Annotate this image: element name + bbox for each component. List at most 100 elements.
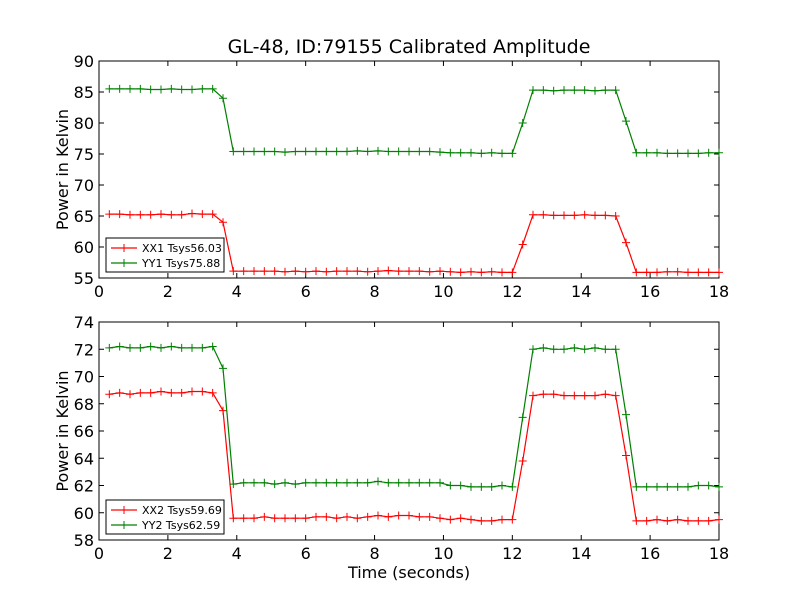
y-tick-label: 60 [74, 504, 94, 523]
data-point [291, 267, 300, 276]
data-point [126, 343, 134, 352]
data-point [425, 512, 434, 521]
data-point [363, 512, 372, 521]
data-point [301, 267, 310, 276]
data-point [673, 267, 682, 276]
x-tick-label: 4 [232, 544, 242, 563]
data-point [684, 516, 692, 525]
legend-box [105, 237, 225, 273]
data-point [591, 211, 599, 220]
data-point [684, 149, 692, 158]
x-tick-label: 2 [163, 544, 173, 563]
data-point [384, 266, 393, 275]
data-point [219, 406, 227, 415]
data-point [436, 514, 444, 523]
x-tick-label: 14 [571, 282, 591, 301]
data-point [560, 391, 568, 400]
data-point [394, 147, 403, 156]
data-point [622, 117, 630, 126]
data-point [270, 514, 279, 523]
x-tick-label: 16 [640, 282, 660, 301]
legend-marker [120, 506, 128, 514]
data-point [663, 149, 672, 158]
data-point [684, 482, 692, 491]
data-point [663, 482, 672, 491]
data-point [374, 267, 382, 276]
data-point [167, 342, 176, 351]
y-tick-label: 65 [74, 207, 94, 226]
data-point [704, 148, 713, 157]
legend: XX2 Tsys59.69 YY2 Tsys62.59 [105, 499, 225, 535]
data-point [508, 515, 517, 524]
data-point [363, 267, 372, 276]
data-point [591, 391, 599, 400]
x-tick-label: 6 [301, 544, 311, 563]
data-point [322, 478, 331, 487]
data-point [219, 218, 227, 227]
x-tick-label: 8 [369, 282, 379, 301]
data-point [580, 210, 589, 219]
data-point [229, 480, 238, 489]
data-point [250, 478, 258, 487]
data-point [570, 86, 579, 95]
data-point [239, 478, 248, 487]
data-point [405, 267, 413, 276]
data-point [560, 86, 568, 95]
data-point [487, 482, 496, 491]
data-point [260, 267, 269, 276]
data-point [312, 267, 320, 276]
data-point [456, 268, 465, 277]
data-point [446, 267, 455, 276]
data-point [208, 210, 217, 219]
data-point [456, 481, 465, 490]
data-point [198, 387, 207, 396]
data-point [157, 210, 165, 219]
data-point [549, 390, 558, 399]
data-point [456, 148, 465, 157]
data-point [167, 388, 176, 397]
data-point [250, 514, 258, 523]
data-point [219, 364, 227, 373]
data-point [529, 210, 537, 219]
data-point [498, 149, 506, 158]
data-point [467, 515, 475, 524]
data-point [312, 147, 320, 156]
y-tick-label: 58 [74, 531, 94, 550]
data-point [291, 514, 300, 523]
y-tick-label: 85 [74, 83, 94, 102]
data-point [405, 478, 413, 487]
data-point [374, 511, 382, 520]
data-point [694, 481, 703, 490]
x-tick-label: 4 [232, 282, 242, 301]
data-point [611, 391, 620, 400]
data-point [229, 147, 238, 156]
data-point [167, 84, 176, 93]
data-point [312, 512, 320, 521]
data-point [157, 343, 165, 352]
data-point [353, 146, 362, 155]
data-point [177, 343, 186, 352]
data-point [642, 268, 651, 277]
legend-entry-label: YY2 Tsys62.59 [141, 519, 220, 532]
data-point [157, 387, 165, 396]
data-point [622, 451, 630, 460]
data-point [229, 514, 238, 523]
data-point [270, 147, 279, 156]
data-point [384, 478, 393, 487]
data-point [105, 210, 114, 219]
data-point [239, 267, 248, 276]
data-point [632, 148, 641, 157]
data-point [477, 149, 486, 158]
data-point [456, 514, 465, 523]
data-point [343, 147, 351, 156]
data-point [208, 84, 217, 93]
x-tick-label: 18 [709, 544, 729, 563]
data-point [518, 456, 527, 465]
data-point [715, 148, 723, 157]
data-point [508, 482, 517, 491]
data-point [405, 147, 413, 156]
data-point [291, 480, 300, 489]
data-point [653, 482, 661, 491]
